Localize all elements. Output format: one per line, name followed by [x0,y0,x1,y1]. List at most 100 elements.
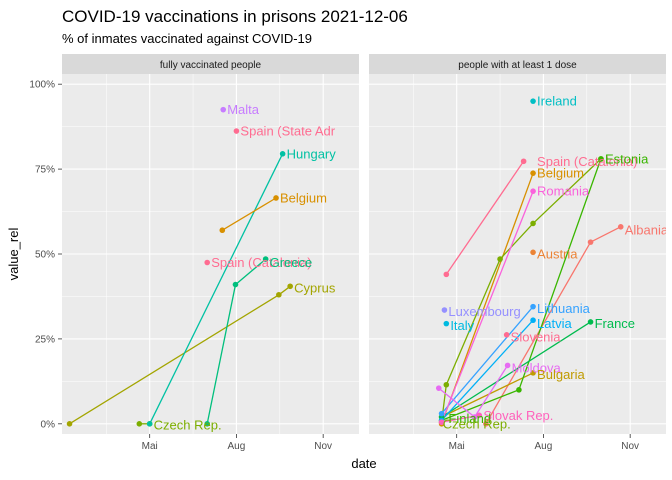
point-label: Spain (State Adr [240,124,335,139]
series-line [441,319,534,421]
point-label: Lithuania [537,301,591,316]
series-points [66,106,293,427]
data-point [530,249,536,256]
point-label: Moldova [512,360,562,375]
point-label: Spain (Catalonia) [211,255,311,270]
data-point [598,156,604,162]
point-label: Slovenia [511,330,562,345]
data-point [587,239,594,245]
point-label: Slovak Rep. [483,408,553,423]
point-label: Malta [227,102,260,117]
point-label: Albania [625,223,669,238]
data-point [530,98,536,104]
point-labels: Ireland Spain (Catalonia)Estonia Belgium Ro… [443,94,669,432]
point-label: Czech Rep. [443,416,511,431]
series-line [440,190,534,423]
point-label: Estonia [605,151,649,166]
series-line [441,372,534,418]
y-tick-label: 0% [41,419,56,430]
data-point [476,412,483,419]
data-point [483,421,489,427]
data-point [219,227,226,234]
series-line [441,306,534,415]
point-label: Finland [448,411,491,426]
data-point [233,128,240,134]
data-point [530,170,536,176]
x-tick-label: Mai [142,441,158,452]
data-point [66,421,73,427]
data-point [204,421,210,427]
panel-fully-vaccinated: fully vaccinated people Malta Spain (Stat… [62,54,359,452]
point-label: Czech Rep. [154,417,222,432]
y-axis: 0% 25% 50% 75% 100% [29,80,62,430]
data-point [530,220,536,227]
series-line [221,197,277,231]
grid [369,74,666,434]
point-label: Bulgaria [537,367,585,382]
point-label: Romania [537,184,590,199]
data-point [204,259,210,266]
y-tick-label: 50% [35,250,55,261]
x-axis-title: date [351,456,376,471]
strip-background [62,54,359,74]
x-tick-label: Aug [535,441,553,452]
data-point [276,291,282,298]
x-axis: Mai Aug Nov [449,434,639,452]
data-point [443,271,450,278]
data-point [146,421,153,427]
x-tick-label: Nov [314,441,332,452]
data-point [220,106,227,113]
data-point [262,256,269,262]
series-line [441,321,591,418]
data-point [232,281,239,288]
point-label: Italy [450,318,474,333]
data-point [435,385,442,391]
point-label: Spain (Catalonia) [537,154,637,169]
grid [62,74,359,434]
data-point [279,151,286,157]
data-point [287,283,293,290]
point-label: Greece [270,255,313,270]
series-line [149,153,284,425]
y-axis-title: value_rel [6,228,21,281]
strip-label: people with at least 1 dose [458,60,577,71]
data-point [530,370,536,376]
data-point [530,188,536,194]
data-point [441,307,448,313]
data-point [443,381,450,388]
point-label: Cyprus [294,280,336,295]
data-point [617,224,624,230]
point-label: Belgium [280,190,327,205]
data-point [136,421,143,427]
point-labels: Malta Spain (State Adr Hungary Belgium Spain… [154,102,337,432]
data-point [438,410,445,417]
data-point [471,414,478,420]
point-label: France [595,316,635,331]
data-point [530,303,536,310]
point-label: Austria [537,247,578,262]
x-tick-label: Nov [621,441,639,452]
series-line [445,160,525,275]
point-label: Ireland [537,94,577,109]
strip-label: fully vaccinated people [160,60,262,71]
strip-background [369,54,666,74]
y-tick-label: 25% [35,334,55,345]
data-point [530,317,536,324]
x-tick-label: Mai [449,441,465,452]
point-label: Belgium [537,166,584,181]
data-point [438,419,445,425]
point-label: Hungary [287,146,337,161]
panel-at-least-one-dose: people with at least 1 dose Ireland Spain… [369,54,669,452]
x-tick-label: Aug [228,441,246,452]
point-label: Luxembourg [448,304,520,319]
y-tick-label: 75% [35,165,55,176]
data-point [273,195,279,201]
data-point [504,362,511,369]
data-point [497,256,503,262]
data-point [503,332,510,338]
x-axis: Mai Aug Nov [142,434,332,452]
data-point [516,387,522,393]
y-tick-label: 100% [29,80,55,91]
chart-subtitle: % of inmates vaccinated against COVID-19 [62,31,312,46]
